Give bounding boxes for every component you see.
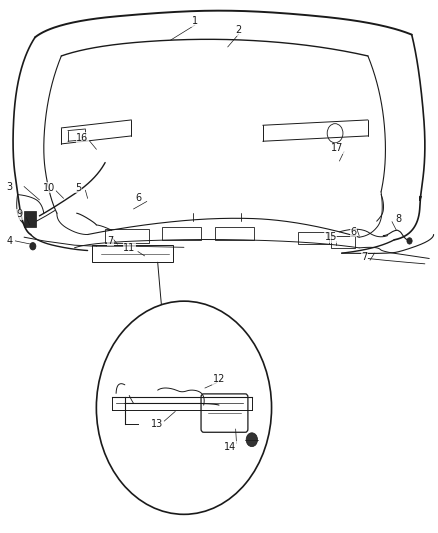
Text: 17: 17	[331, 143, 343, 153]
Text: 11: 11	[123, 243, 135, 253]
Bar	[215, 227, 254, 240]
Circle shape	[30, 243, 36, 250]
Text: 6: 6	[351, 227, 357, 237]
Text: 16: 16	[76, 133, 88, 142]
Text: 8: 8	[396, 214, 402, 223]
Text: 1: 1	[192, 17, 198, 26]
Text: 15: 15	[325, 232, 337, 242]
Text: 5: 5	[75, 183, 81, 192]
Text: 2: 2	[236, 26, 242, 35]
Circle shape	[407, 238, 412, 244]
Text: 6: 6	[135, 193, 141, 203]
Text: 7: 7	[361, 252, 367, 262]
Bar	[92, 245, 173, 262]
Text: 4: 4	[7, 236, 13, 246]
Text: 10: 10	[43, 183, 55, 192]
Bar	[162, 227, 201, 240]
Bar	[331, 236, 355, 248]
Bar	[298, 232, 328, 244]
Text: 3: 3	[7, 182, 13, 191]
Circle shape	[96, 301, 272, 514]
Bar	[24, 211, 36, 227]
Bar	[105, 229, 149, 243]
Text: 7: 7	[107, 236, 113, 246]
Circle shape	[246, 433, 258, 447]
Text: 14: 14	[224, 442, 236, 451]
Text: 12: 12	[213, 375, 225, 384]
Text: 13: 13	[151, 419, 163, 429]
Text: 9: 9	[17, 209, 23, 219]
